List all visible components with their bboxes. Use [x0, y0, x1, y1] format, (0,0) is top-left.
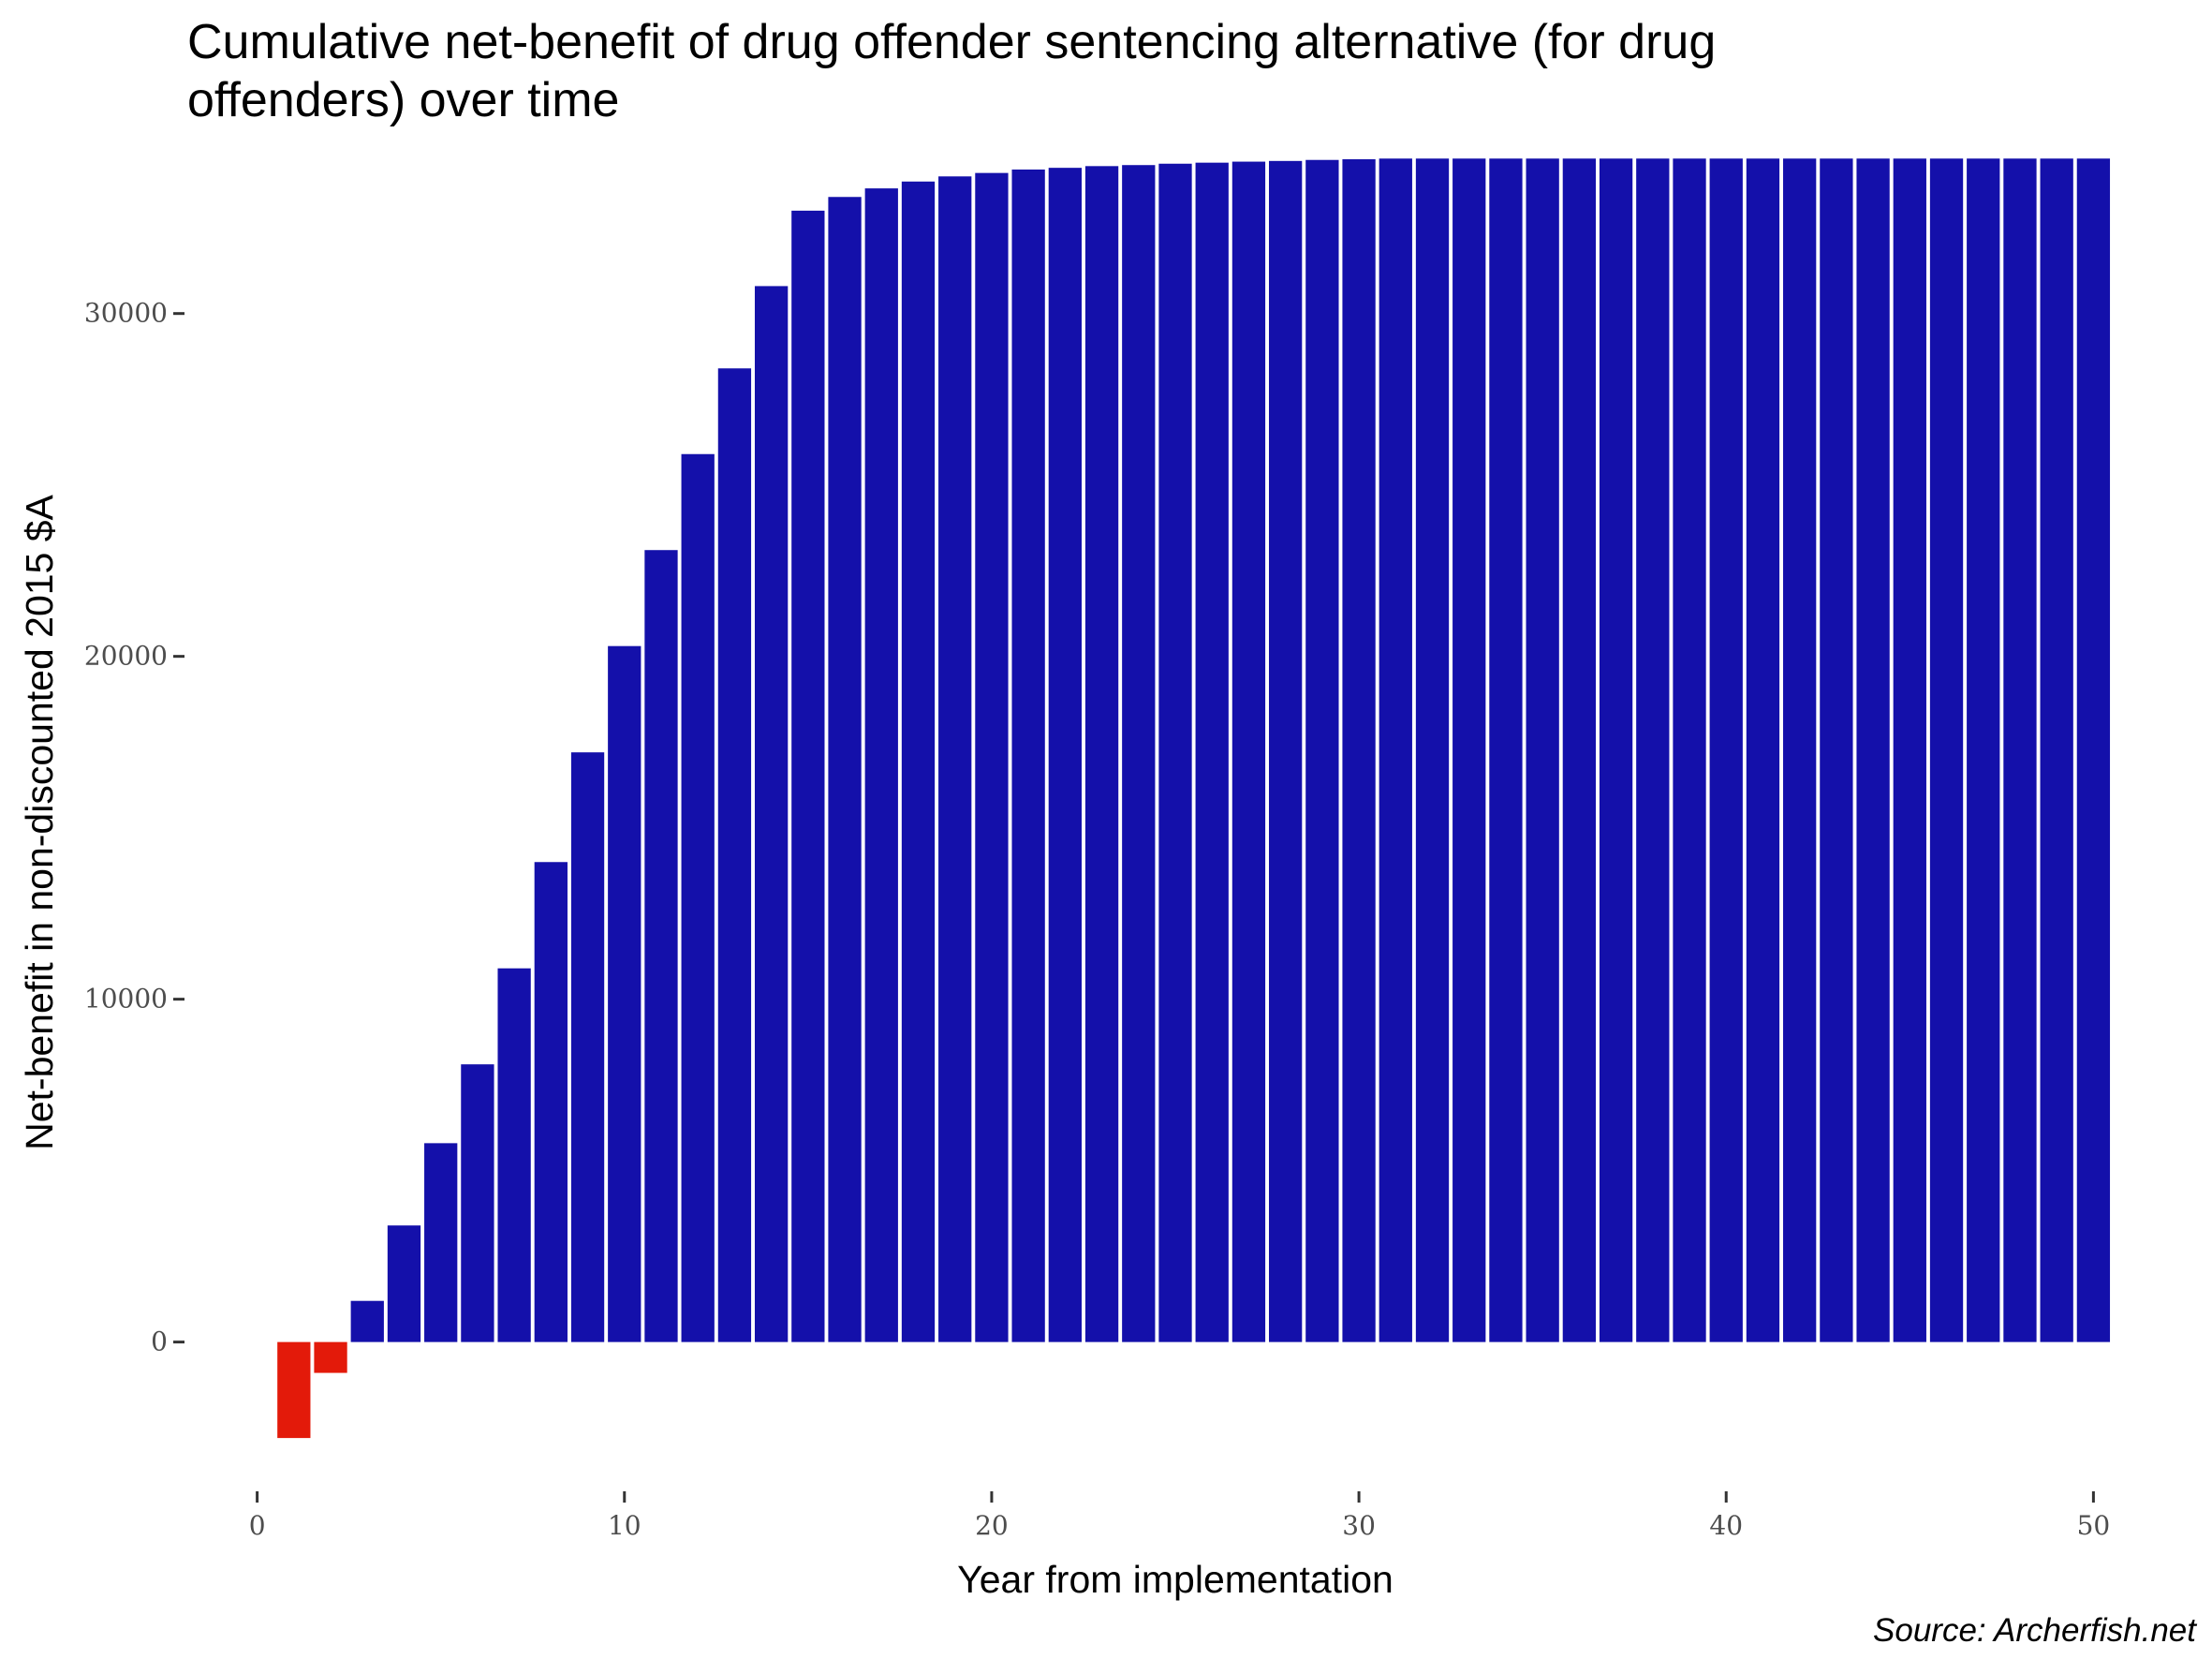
bar-year-47: [1967, 158, 2000, 1342]
source-caption: Source: Archerfish.net: [1873, 1612, 2197, 1649]
bar-year-46: [1929, 158, 1964, 1342]
bar-year-4: [387, 1225, 421, 1342]
bar-year-36: [1562, 158, 1597, 1342]
bar-year-34: [1489, 158, 1523, 1342]
x-axis: 0 10 20 30 40 50: [249, 1491, 2111, 1541]
bar-year-24: [1122, 165, 1156, 1342]
bar-year-50: [2076, 158, 2111, 1342]
bar-year-33: [1453, 158, 1486, 1342]
bar-year-26: [1195, 162, 1229, 1342]
bar-year-9: [570, 752, 605, 1342]
y-axis-label: Net-benefit in non-discounted 2015 $A: [18, 494, 61, 1149]
bar-year-16: [828, 197, 862, 1342]
bar-year-38: [1636, 158, 1670, 1342]
bar-year-41: [1746, 158, 1780, 1342]
bar-year-2: [314, 1341, 347, 1373]
y-tick-label-30000: 30000: [84, 298, 168, 329]
x-tick-label-40: 40: [1709, 1510, 1743, 1541]
bar-year-35: [1526, 158, 1559, 1342]
bar-year-45: [1893, 158, 1926, 1342]
bar-year-48: [2003, 158, 2037, 1342]
bar-year-29: [1305, 159, 1339, 1342]
bar-year-3: [350, 1300, 384, 1342]
bar-year-7: [497, 968, 531, 1342]
chart-title-line-2: offenders) over time: [187, 73, 619, 127]
bar-year-30: [1342, 159, 1376, 1342]
bar-year-12: [681, 453, 715, 1342]
bar-year-17: [864, 188, 898, 1342]
y-axis: 0 10000 20000 30000: [84, 298, 184, 1357]
bar-year-11: [644, 550, 678, 1342]
bar-year-6: [461, 1064, 494, 1342]
y-tick-label-0: 0: [151, 1326, 168, 1357]
bars: [277, 158, 2111, 1439]
bar-year-40: [1709, 158, 1743, 1342]
bar-year-1: [277, 1341, 311, 1439]
bar-year-20: [975, 172, 1009, 1342]
bar-year-8: [534, 862, 568, 1342]
bar-year-49: [2040, 158, 2073, 1342]
bar-year-14: [754, 286, 789, 1342]
x-tick-label-0: 0: [249, 1510, 266, 1541]
bar-year-28: [1269, 160, 1303, 1342]
y-tick-label-10000: 10000: [84, 984, 168, 1015]
bar-year-13: [717, 368, 752, 1342]
bar-year-39: [1673, 158, 1706, 1342]
y-tick-label-20000: 20000: [84, 641, 168, 672]
bar-year-44: [1856, 158, 1890, 1342]
bar-year-23: [1084, 166, 1119, 1342]
x-tick-label-20: 20: [975, 1510, 1009, 1541]
bar-year-5: [424, 1143, 458, 1342]
bar-year-37: [1599, 158, 1633, 1342]
bar-year-19: [938, 176, 972, 1342]
bar-year-18: [901, 181, 936, 1342]
bar-year-43: [1820, 158, 1853, 1342]
chart-title-line-1: Cumulative net-benefit of drug offender …: [187, 15, 1716, 69]
bar-year-32: [1415, 158, 1450, 1342]
bar-year-42: [1783, 158, 1817, 1342]
x-tick-label-30: 30: [1342, 1510, 1376, 1541]
bar-year-27: [1231, 161, 1266, 1342]
bar-year-22: [1048, 168, 1082, 1342]
bar-year-31: [1379, 158, 1412, 1342]
x-axis-label: Year from implementation: [957, 1558, 1394, 1601]
bar-year-25: [1158, 163, 1192, 1342]
bar-year-21: [1011, 169, 1045, 1342]
x-tick-label-50: 50: [2077, 1510, 2111, 1541]
x-tick-label-10: 10: [608, 1510, 641, 1541]
bar-year-10: [608, 645, 641, 1342]
bar-year-15: [791, 210, 825, 1342]
chart-title: Cumulative net-benefit of drug offender …: [187, 15, 1716, 127]
